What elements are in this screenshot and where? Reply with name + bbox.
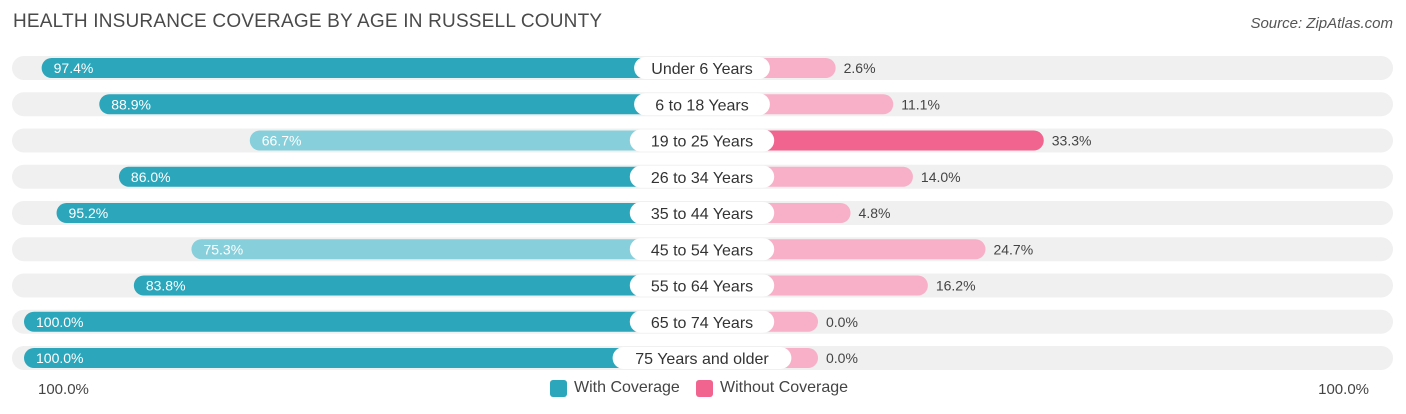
legend-item-with-coverage: With Coverage	[550, 379, 680, 397]
with-coverage-value-label: 100.0%	[36, 314, 83, 330]
category-label-pill	[612, 347, 792, 369]
with-coverage-bar	[24, 311, 702, 332]
without-coverage-value-label: 14.0%	[921, 169, 961, 185]
with-coverage-value-label: 75.3%	[203, 241, 243, 257]
category-label-pill	[629, 165, 775, 188]
category-label: 45 to 54 Years	[651, 242, 753, 259]
with-coverage-bar	[24, 348, 702, 368]
with-coverage-value-label: 83.8%	[146, 278, 186, 294]
with-coverage-bar	[249, 130, 703, 151]
with-coverage-bar	[99, 94, 703, 115]
category-label: Under 6 Years	[651, 61, 752, 78]
category-label-pill	[629, 202, 775, 224]
source-credit: Source: ZipAtlas.com	[1250, 15, 1393, 32]
without-coverage-value-label: 0.0%	[826, 314, 858, 330]
axis-label-left: 100.0%	[38, 381, 89, 398]
legend: With Coverage Without Coverage	[0, 379, 1406, 401]
with-coverage-bar	[118, 166, 703, 187]
with-coverage-value-label: 95.2%	[69, 205, 109, 221]
chart-title: HEALTH INSURANCE COVERAGE BY AGE IN RUSS…	[13, 11, 603, 32]
with-coverage-value-label: 97.4%	[54, 60, 94, 76]
without-coverage-value-label: 16.2%	[936, 278, 976, 294]
without-coverage-value-label: 24.7%	[993, 241, 1033, 257]
without-coverage-value-label: 4.8%	[859, 205, 891, 221]
category-label-pill	[629, 310, 775, 333]
category-label: 65 to 74 Years	[651, 315, 753, 332]
category-label: 55 to 64 Years	[651, 279, 753, 296]
category-label: 19 to 25 Years	[651, 134, 753, 151]
with-coverage-bar	[191, 239, 702, 260]
category-label-pill	[634, 93, 770, 116]
with-coverage-value-label: 88.9%	[111, 96, 151, 112]
with-coverage-value-label: 86.0%	[131, 169, 171, 185]
without-coverage-value-label: 0.0%	[826, 350, 858, 366]
category-label-pill	[629, 238, 775, 261]
with-coverage-value-label: 100.0%	[36, 350, 83, 366]
category-label: 75 Years and older	[635, 351, 769, 368]
category-label: 6 to 18 Years	[655, 97, 748, 114]
without-coverage-value-label: 33.3%	[1052, 133, 1092, 149]
with-coverage-bar	[56, 203, 702, 223]
category-label-pill	[629, 129, 775, 152]
legend-label-with-coverage: With Coverage	[574, 379, 680, 396]
axis-label-right: 100.0%	[1318, 381, 1369, 398]
with-coverage-bar	[133, 275, 702, 296]
with-coverage-bar	[41, 58, 703, 78]
category-label-pill	[634, 57, 770, 79]
legend-swatch-without-coverage	[696, 379, 713, 397]
without-coverage-value-label: 2.6%	[844, 60, 876, 76]
legend-item-without-coverage: Without Coverage	[696, 379, 848, 397]
category-label: 26 to 34 Years	[651, 170, 753, 187]
without-coverage-value-label: 11.1%	[901, 96, 940, 112]
legend-label-without-coverage: Without Coverage	[720, 379, 849, 396]
legend-swatch-with-coverage	[550, 379, 567, 397]
category-label: 35 to 44 Years	[651, 206, 753, 223]
with-coverage-value-label: 66.7%	[262, 133, 302, 149]
category-label-pill	[629, 274, 775, 297]
